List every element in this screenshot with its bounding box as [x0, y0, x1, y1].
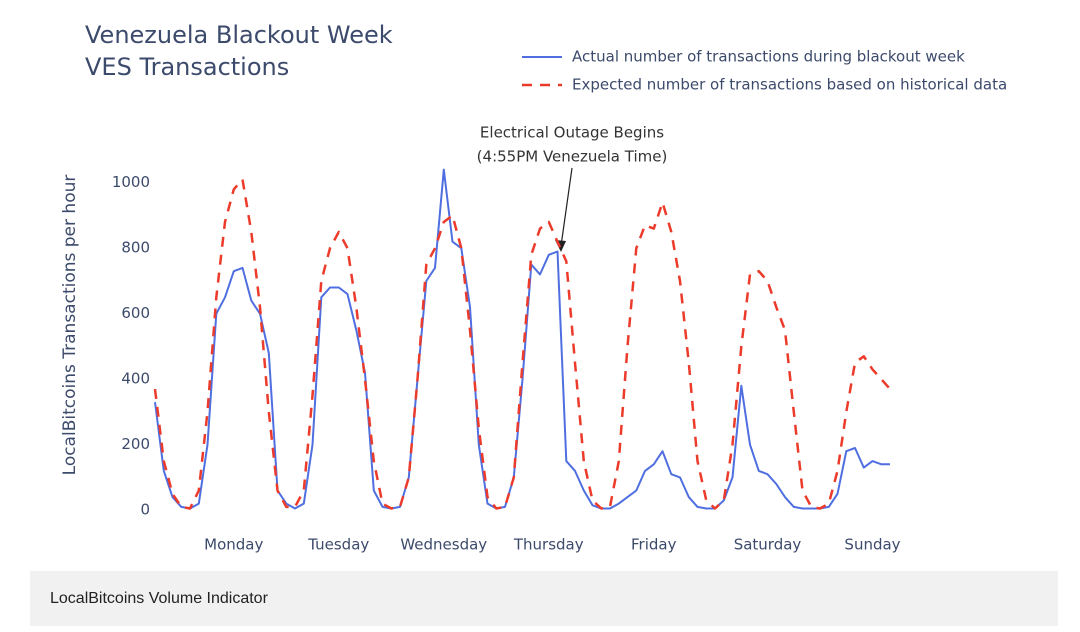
y-tick-label: 200 [121, 435, 150, 453]
annotation-arrow [560, 167, 573, 247]
x-tick-label: Wednesday [400, 536, 487, 554]
chart-title: Venezuela Blackout Week [85, 21, 393, 49]
legend-label: Actual number of transactions during bla… [572, 48, 965, 66]
y-tick-label: 800 [121, 239, 150, 257]
y-tick-label: 1000 [112, 173, 150, 191]
x-tick-label: Saturday [734, 536, 802, 554]
chart-subtitle: VES Transactions [85, 53, 289, 81]
y-axis-label: LocalBitcoins Transactions per hour [60, 175, 80, 476]
y-tick-label: 600 [121, 304, 150, 322]
series-line [153, 178, 891, 510]
chart: Venezuela Blackout Week VES Transactions… [60, 21, 1007, 554]
x-tick-label: Monday [204, 536, 263, 554]
caption: LocalBitcoins Volume Indicator [50, 590, 268, 607]
y-tick-label: 400 [121, 370, 150, 388]
x-tick-label: Friday [631, 536, 677, 554]
y-tick-label: 0 [140, 501, 150, 519]
x-tick-label: Thursday [513, 536, 584, 554]
series-line [154, 168, 890, 510]
legend-label: Expected number of transactions based on… [572, 76, 1007, 94]
x-tick-label: Tuesday [307, 536, 369, 554]
annotation: (4:55PM Venezuela Time) [477, 148, 668, 166]
annotation: Electrical Outage Begins [480, 124, 664, 142]
caption-bar: LocalBitcoins Volume Indicator [30, 571, 1058, 626]
x-tick-label: Sunday [844, 536, 900, 554]
